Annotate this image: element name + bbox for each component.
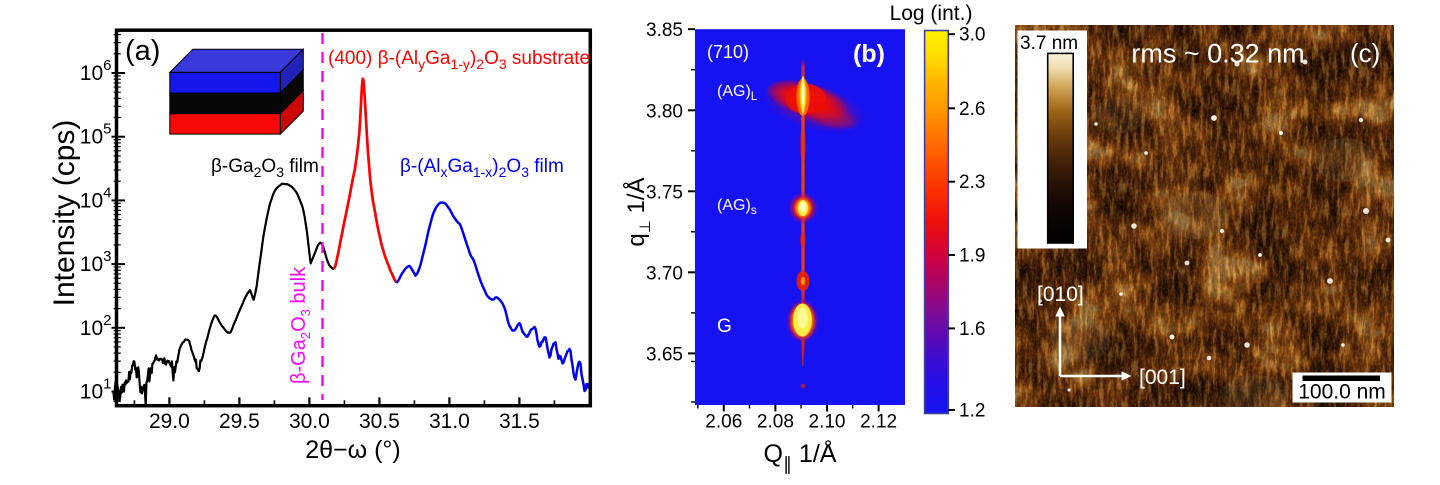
svg-text:(c): (c) xyxy=(1350,38,1380,68)
svg-text:2.6: 2.6 xyxy=(959,99,985,120)
svg-text:(AG)s: (AG)s xyxy=(717,197,757,217)
svg-text:3.80: 3.80 xyxy=(646,101,683,122)
svg-text:31.5: 31.5 xyxy=(499,410,540,433)
svg-text:3.7 nm: 3.7 nm xyxy=(1020,33,1078,54)
svg-text:Log (int.): Log (int.) xyxy=(890,2,973,25)
svg-text:3.75: 3.75 xyxy=(646,182,683,203)
svg-text:(b): (b) xyxy=(853,40,885,68)
svg-text:2.12: 2.12 xyxy=(860,412,897,433)
svg-text:31.0: 31.0 xyxy=(429,410,470,433)
svg-text:Intensity (cps): Intensity (cps) xyxy=(48,120,81,307)
svg-text:29.0: 29.0 xyxy=(149,410,190,433)
svg-text:β-(AlxGa1-x)2O3 film: β-(AlxGa1-x)2O3 film xyxy=(400,156,564,180)
svg-text:β-Ga2O3 bulk: β-Ga2O3 bulk xyxy=(288,266,313,384)
svg-text:(AG)L: (AG)L xyxy=(717,83,758,103)
svg-text:1.9: 1.9 xyxy=(959,246,985,267)
svg-text:G: G xyxy=(717,316,732,337)
svg-text:3.85: 3.85 xyxy=(646,20,683,41)
svg-text:rms ~ 0.32 nm: rms ~ 0.32 nm xyxy=(1131,39,1304,69)
svg-text:1.2: 1.2 xyxy=(959,401,985,422)
svg-text:2.10: 2.10 xyxy=(809,412,846,433)
svg-text:[001]: [001] xyxy=(1139,366,1186,389)
svg-text:(400) β-(AlyGa1-y)2O3 substrat: (400) β-(AlyGa1-y)2O3 substrate xyxy=(328,48,590,72)
svg-text:q⊥ 1/Å: q⊥ 1/Å xyxy=(622,177,654,246)
svg-text:3.0: 3.0 xyxy=(959,25,985,46)
svg-text:30.0: 30.0 xyxy=(289,410,330,433)
svg-text:29.5: 29.5 xyxy=(219,410,260,433)
svg-text:2.3: 2.3 xyxy=(959,172,985,193)
svg-text:3.65: 3.65 xyxy=(646,344,683,365)
svg-text:2.06: 2.06 xyxy=(705,412,742,433)
svg-text:30.5: 30.5 xyxy=(359,410,400,433)
svg-text:β-Ga2O3 film: β-Ga2O3 film xyxy=(211,156,319,180)
svg-text:100.0 nm: 100.0 nm xyxy=(1298,381,1386,404)
svg-text:2.08: 2.08 xyxy=(757,412,794,433)
svg-text:2θ−ω (°): 2θ−ω (°) xyxy=(305,436,401,464)
svg-text:3.70: 3.70 xyxy=(646,263,683,284)
svg-text:102: 102 xyxy=(80,312,112,340)
svg-text:[010]: [010] xyxy=(1037,283,1084,306)
svg-text:(a): (a) xyxy=(125,35,160,67)
svg-text:1.6: 1.6 xyxy=(959,319,985,340)
svg-text:(710): (710) xyxy=(707,42,749,62)
